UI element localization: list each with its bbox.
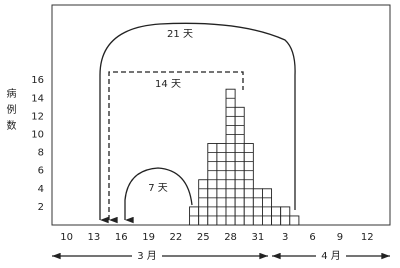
dashed-14 [108,71,244,224]
x-tick-label: 10 [60,232,73,243]
bar [289,215,300,226]
x-tick-label: 12 [361,232,374,243]
y-tick-label: 8 [38,148,44,159]
x-tick-label: 31 [252,232,265,243]
x-tick-label: 3 [282,232,288,243]
y-tick-label: 16 [31,75,44,86]
y-tick-label: 6 [38,166,44,177]
arc-21 [99,22,296,224]
y-tick-label: 12 [31,111,44,122]
x-tick-label: 22 [170,232,183,243]
month-label: 3 月 [137,250,157,262]
x-tick-label: 9 [337,232,343,243]
x-tick-label: 13 [88,232,101,243]
x-tick-label: 28 [224,232,237,243]
annotation: 7 天 [148,183,168,194]
x-tick-label: 16 [115,232,128,243]
y-tick-label: 2 [38,202,44,213]
y-tick-label: 4 [38,184,44,195]
bar [225,88,236,226]
arc-7 [124,167,193,224]
x-tick-label: 25 [197,232,210,243]
bar [234,106,245,226]
label-bg [132,249,162,263]
label-bg [316,249,346,263]
annotation: 21 天 [167,29,193,40]
y-tick-label: 10 [31,129,44,140]
x-tick-label: 19 [142,232,155,243]
bar [216,143,227,226]
bar [207,143,218,226]
y-axis-label: 病例数 [4,87,16,136]
x-tick-label: 6 [309,232,315,243]
month-label: 4 月 [321,250,341,262]
bar [243,143,254,226]
y-tick-label: 14 [31,93,44,104]
annotation: 14 天 [155,79,181,90]
bar [198,179,209,226]
